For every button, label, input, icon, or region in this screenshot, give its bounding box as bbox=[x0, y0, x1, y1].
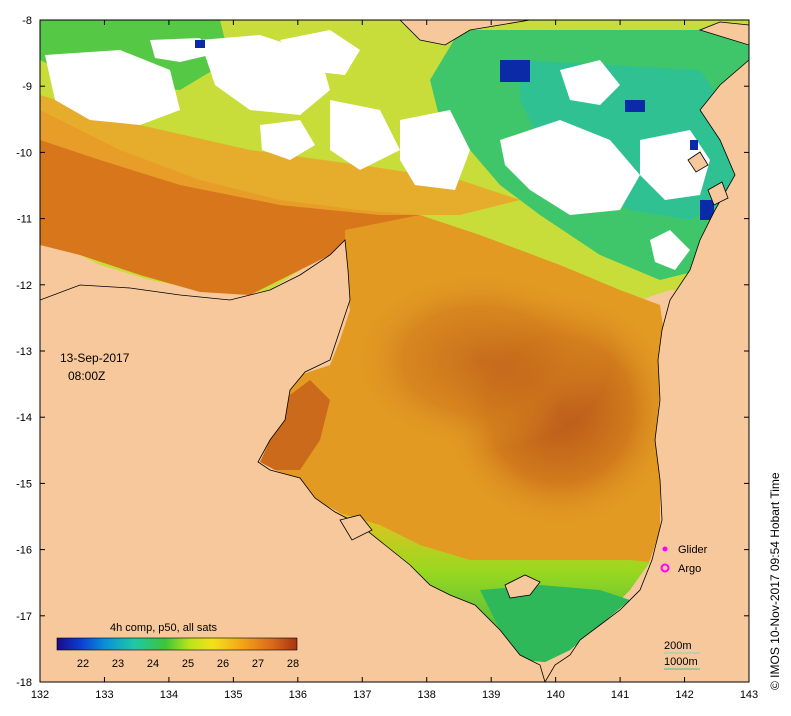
x-tick-label: 139 bbox=[482, 689, 500, 701]
contour-200m-label: 200m bbox=[664, 640, 692, 652]
x-axis: 132 133 134 135 136 137 138 139 140 141 142 143 bbox=[31, 20, 758, 701]
x-tick-label: 142 bbox=[675, 689, 693, 701]
time-label: 08:00Z bbox=[68, 369, 105, 383]
y-tick-label: -9 bbox=[22, 81, 32, 93]
colorbar-tick-label: 25 bbox=[182, 658, 194, 670]
contour-legend: 200m 1000m bbox=[664, 640, 700, 670]
colorbar-tick-label: 22 bbox=[77, 658, 89, 670]
colorbar-tick-label: 26 bbox=[217, 658, 229, 670]
x-tick-label: 136 bbox=[289, 689, 307, 701]
y-tick-label: -8 bbox=[22, 15, 32, 27]
y-tick-label: -17 bbox=[16, 611, 32, 623]
contour-1000m-label: 1000m bbox=[664, 656, 698, 668]
date-label: 13-Sep-2017 bbox=[60, 351, 130, 365]
colorbar-tick-label: 23 bbox=[112, 658, 124, 670]
x-tick-label: 134 bbox=[160, 689, 178, 701]
y-axis: -8 -9 -10 -11 -12 -13 -14 -15 -16 -17 -18 bbox=[16, 15, 749, 689]
colorbar: 4h comp, p50, all sats 22 23 24 25 26 27 28 bbox=[56, 622, 299, 670]
x-tick-label: 137 bbox=[353, 689, 371, 701]
argo-marker-icon bbox=[660, 563, 670, 573]
map-plot-area bbox=[40, 20, 749, 682]
y-tick-label: -15 bbox=[16, 478, 32, 490]
colorbar-tick-label: 28 bbox=[287, 658, 299, 670]
x-tick-label: 133 bbox=[95, 689, 113, 701]
x-tick-label: 138 bbox=[418, 689, 436, 701]
colorbar-tick-label: 27 bbox=[252, 658, 264, 670]
colorbar-ticks: 22 23 24 25 26 27 28 bbox=[77, 658, 299, 670]
argo-legend-label: Argo bbox=[678, 563, 701, 575]
composite-label: 4h comp, p50, all sats bbox=[110, 622, 218, 634]
y-tick-label: -12 bbox=[16, 280, 32, 292]
y-tick-label: -16 bbox=[16, 545, 32, 557]
coastline-land bbox=[40, 20, 749, 682]
southern-gulf-green bbox=[480, 585, 630, 662]
symbol-legend: Glider Argo bbox=[660, 544, 708, 575]
y-tick-label: -13 bbox=[16, 346, 32, 358]
colorbar-gradient bbox=[56, 637, 298, 651]
warm-core-center bbox=[350, 270, 610, 450]
x-tick-label: 132 bbox=[31, 689, 49, 701]
warm-band-west-coast bbox=[260, 380, 330, 470]
y-tick-label: -10 bbox=[16, 147, 32, 159]
x-tick-label: 140 bbox=[546, 689, 564, 701]
y-tick-label: -18 bbox=[16, 677, 32, 689]
y-tick-label: -11 bbox=[17, 214, 32, 226]
x-tick-label: 141 bbox=[611, 689, 629, 701]
glider-marker-icon bbox=[662, 546, 668, 552]
glider-legend-label: Glider bbox=[678, 544, 708, 556]
credit-text: © IMOS 10-Nov-2017 09:54 Hobart Time bbox=[768, 472, 782, 690]
colorbar-tick-label: 24 bbox=[147, 658, 159, 670]
y-tick-label: -14 bbox=[16, 412, 32, 424]
x-tick-label: 143 bbox=[740, 689, 758, 701]
x-tick-label: 135 bbox=[224, 689, 242, 701]
